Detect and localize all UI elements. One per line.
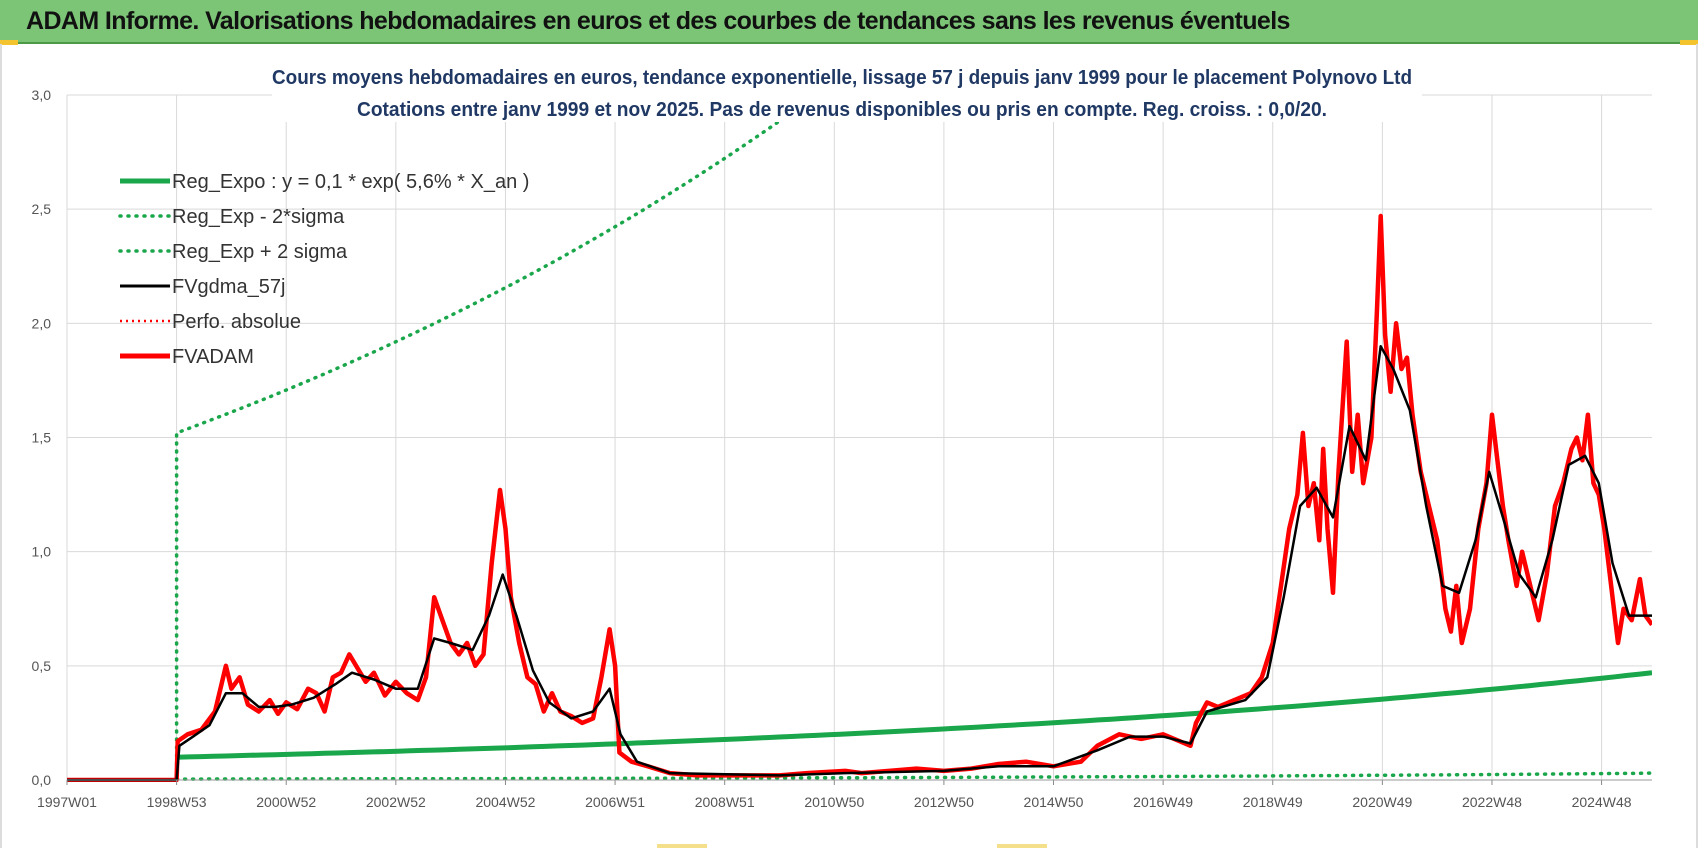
reg-exp-minus-2sigma-line bbox=[174, 771, 1652, 781]
corner-mark-right bbox=[1680, 40, 1698, 45]
legend-label: Perfo. absolue bbox=[172, 311, 301, 333]
x-tick-label: 2006W51 bbox=[585, 794, 645, 810]
chart-titles: Cours moyens hebdomadaires en euros, ten… bbox=[272, 60, 1422, 122]
chart-frame: 0,0 0,5 1,0 1,5 2,0 2,5 3,0 1997W01 1998W53 2000W… bbox=[0, 44, 1698, 848]
y-tick-label: 0,5 bbox=[32, 658, 52, 674]
x-tick-label: 2004W52 bbox=[475, 794, 535, 810]
legend-label: Reg_Expo : y = 0,1 * exp( 5,6% * X_an ) bbox=[172, 171, 529, 193]
fvgdma-57j-line bbox=[67, 344, 1652, 782]
bottom-mark bbox=[997, 844, 1047, 848]
legend-label: FVgdma_57j bbox=[172, 276, 285, 298]
legend: Reg_Expo : y = 0,1 * exp( 5,6% * X_an ) R… bbox=[118, 171, 529, 368]
x-tick-label: 2016W49 bbox=[1133, 794, 1193, 810]
y-tick-label: 1,5 bbox=[32, 430, 52, 446]
y-tick-label: 3,0 bbox=[32, 87, 52, 103]
chart-title-line-1: Cours moyens hebdomadaires en euros, ten… bbox=[272, 67, 1412, 89]
chart: 0,0 0,5 1,0 1,5 2,0 2,5 3,0 1997W01 1998W53 2000W… bbox=[32, 60, 1652, 810]
legend-label: Reg_Exp + 2 sigma bbox=[172, 241, 348, 263]
fvadam-line bbox=[67, 213, 1652, 782]
legend-label: Reg_Exp - 2*sigma bbox=[172, 206, 345, 228]
legend-label: FVADAM bbox=[172, 346, 254, 368]
chart-title-line-2: Cotations entre janv 1999 et nov 2025. P… bbox=[357, 99, 1327, 121]
page-title: ADAM Informe. Valorisations hebdomadaire… bbox=[26, 7, 1290, 35]
series-layer bbox=[67, 93, 1652, 782]
reg-exp-plus-2sigma-line bbox=[174, 93, 822, 782]
x-tick-label: 2018W49 bbox=[1243, 794, 1303, 810]
x-tick-label: 2000W52 bbox=[256, 794, 316, 810]
x-tick-label: 2020W49 bbox=[1352, 794, 1412, 810]
corner-mark-left bbox=[0, 40, 18, 45]
x-tick-label: 2008W51 bbox=[695, 794, 755, 810]
x-tick-label: 1998W53 bbox=[147, 794, 207, 810]
x-tick-label: 2014W50 bbox=[1024, 794, 1084, 810]
y-tick-label: 2,5 bbox=[32, 201, 52, 217]
title-bar: ADAM Informe. Valorisations hebdomadaire… bbox=[0, 0, 1698, 44]
x-tick-label: 2010W50 bbox=[804, 794, 864, 810]
x-tick-label: 2002W52 bbox=[366, 794, 426, 810]
x-tick-label: 2024W48 bbox=[1572, 794, 1632, 810]
x-tick-label: 1997W01 bbox=[37, 794, 97, 810]
y-tick-label: 2,0 bbox=[32, 315, 52, 331]
x-tick-label: 2012W50 bbox=[914, 794, 974, 810]
reg-expo-line bbox=[176, 670, 1652, 760]
y-tick-label: 0,0 bbox=[32, 772, 52, 788]
y-tick-label: 1,0 bbox=[32, 544, 52, 560]
x-tick-label: 2022W48 bbox=[1462, 794, 1522, 810]
chart-title-bg bbox=[272, 60, 1422, 122]
axes: 0,0 0,5 1,0 1,5 2,0 2,5 3,0 1997W01 1998W53 2000W… bbox=[32, 87, 1652, 810]
bottom-mark bbox=[657, 844, 707, 848]
